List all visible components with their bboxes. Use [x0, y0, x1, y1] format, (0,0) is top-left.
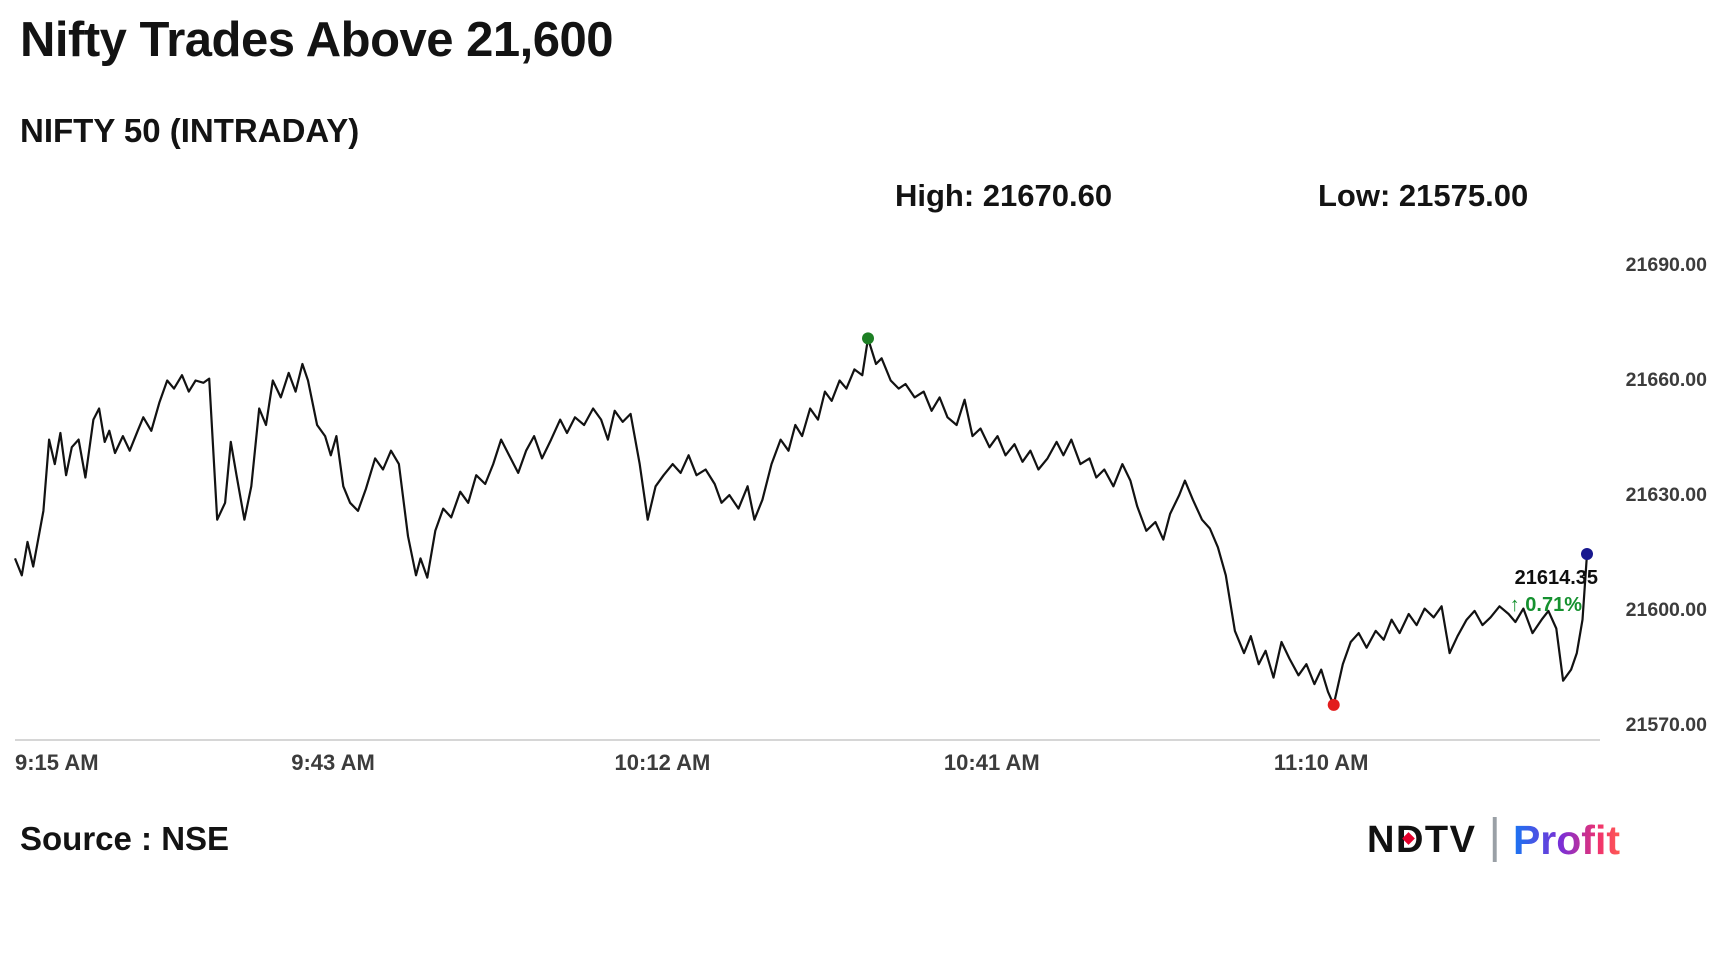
- x-tick-label: 11:10 AM: [1274, 750, 1369, 775]
- x-tick-label: 10:41 AM: [944, 750, 1040, 775]
- low-value-label: Low: 21575.00: [1318, 178, 1529, 213]
- last-price-label: 21614.35: [1515, 567, 1598, 589]
- y-tick-label: 21600.00: [1626, 599, 1707, 621]
- x-tick-label: 10:12 AM: [615, 750, 711, 775]
- y-tick-label: 21630.00: [1626, 484, 1707, 506]
- logo-divider: |: [1488, 810, 1501, 863]
- y-tick-label: 21660.00: [1626, 369, 1707, 391]
- x-tick-label: 9:43 AM: [291, 750, 375, 775]
- y-tick-label: 21690.00: [1626, 254, 1707, 276]
- ndtv-wordmark: NDTV: [1367, 819, 1476, 862]
- y-tick-label: 21570.00: [1626, 714, 1707, 736]
- price-line: [13, 337, 1589, 706]
- change-percent-label: ↑ 0.71%: [1510, 594, 1582, 616]
- chart-subtitle: NIFTY 50 (INTRADAY): [20, 112, 360, 149]
- ndtv-wordmark-text: NDTV: [1367, 818, 1477, 861]
- high-value-label: High: 21670.60: [895, 178, 1113, 213]
- low-marker-dot: [1327, 698, 1340, 711]
- source-label: Source : NSE: [20, 820, 230, 857]
- last-marker-dot: [1581, 547, 1593, 560]
- ndtv-profit-logo: NDTV | Profit: [1367, 810, 1620, 864]
- profit-wordmark: Profit: [1512, 816, 1620, 863]
- chart-title: Nifty Trades Above 21,600: [20, 13, 614, 67]
- x-tick-label: 9:15 AM: [15, 750, 99, 775]
- high-marker-dot: [862, 332, 875, 345]
